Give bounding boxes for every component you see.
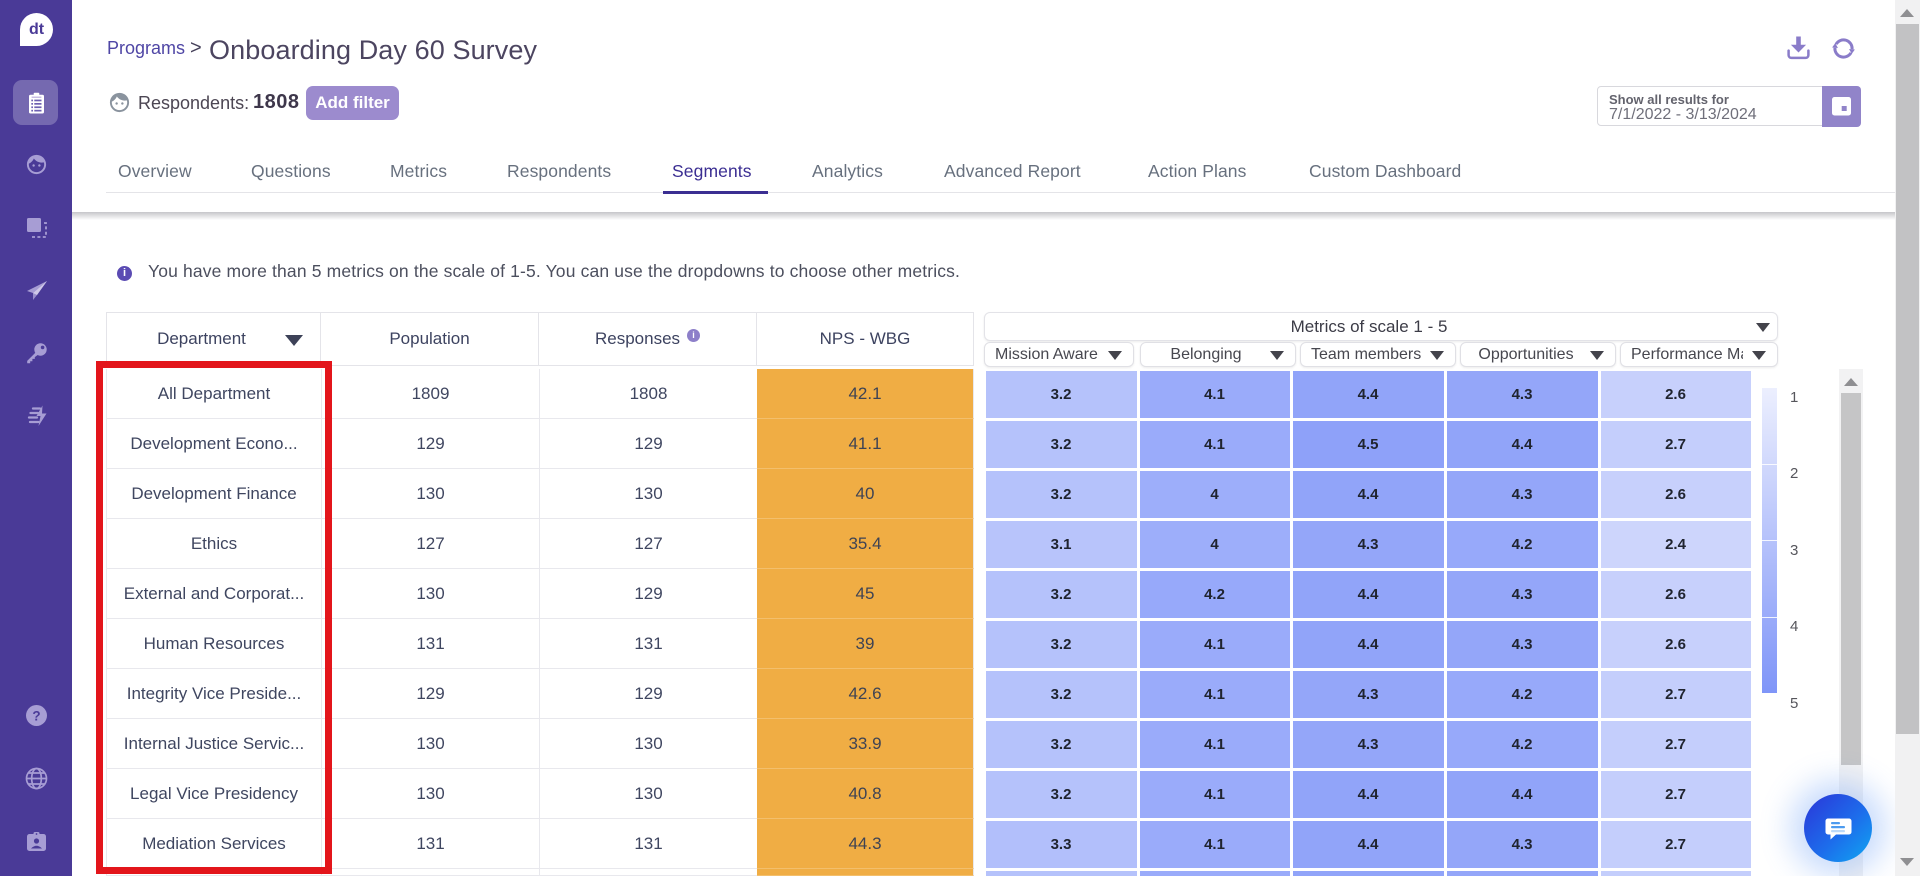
svg-text:?: ?	[32, 708, 40, 723]
